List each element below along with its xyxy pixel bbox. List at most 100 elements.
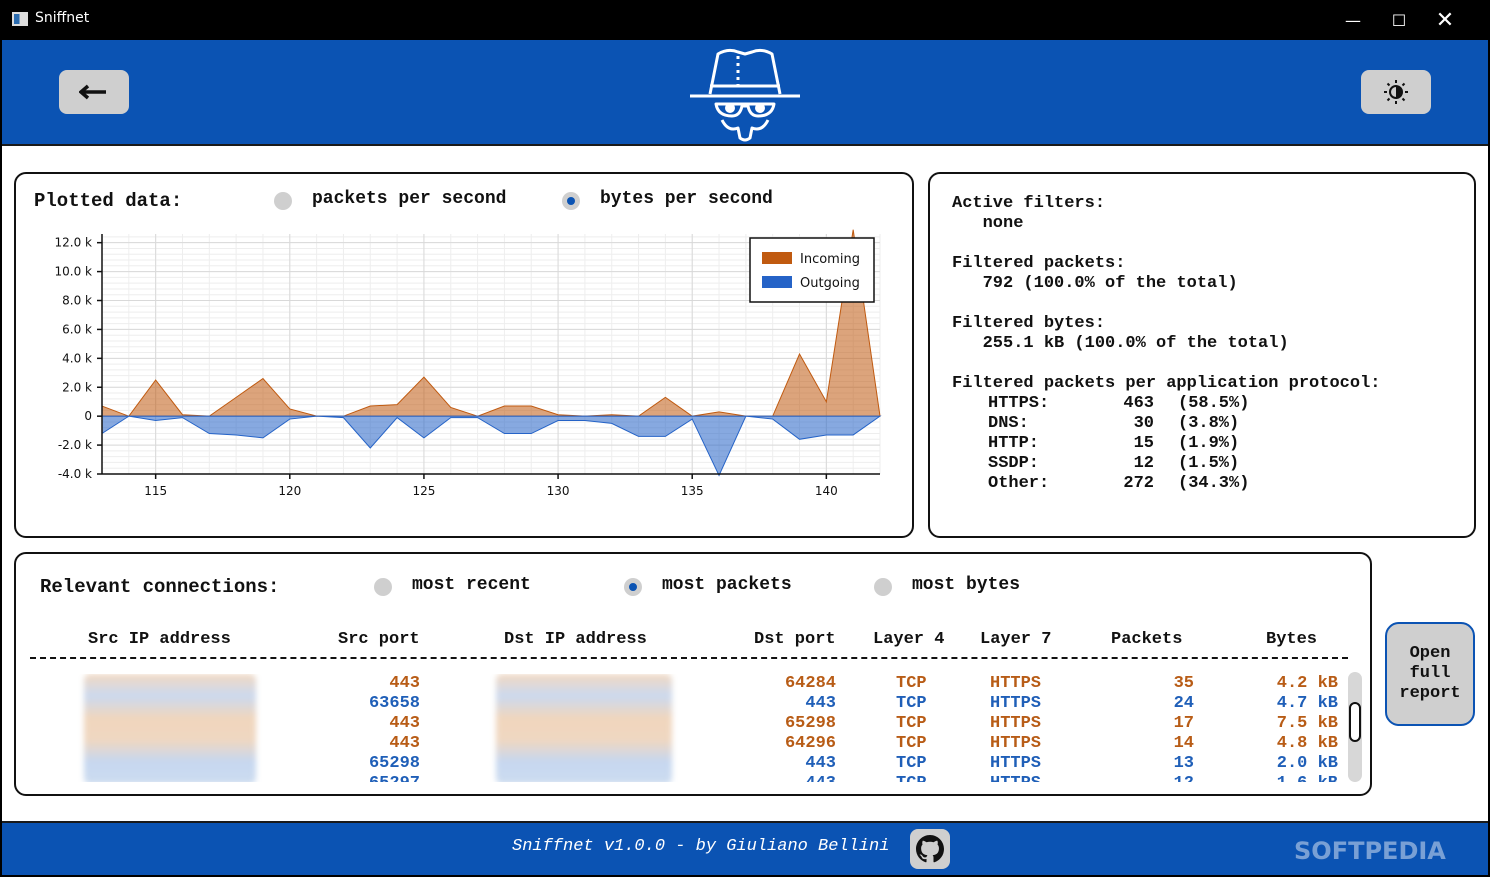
back-button[interactable] xyxy=(59,70,129,114)
protocol-percentage: (3.8%) xyxy=(1178,414,1240,433)
cell-bytes: 4.8 kB xyxy=(1276,734,1338,753)
y-tick-label: 0 xyxy=(84,409,92,423)
connections-table: 443 64284 TCP HTTPS 35 4.2 kB 63658 443 TCP HTTPS… xyxy=(16,674,1356,782)
protocol-count: 272 xyxy=(1123,474,1154,493)
active-filters-label: Active filters: xyxy=(952,194,1106,213)
filtered-bytes-label: Filtered bytes: xyxy=(952,314,1106,333)
protocol-name: HTTP: xyxy=(988,434,1040,453)
protocol-percentage: (1.5%) xyxy=(1178,454,1240,473)
cell-l4: TCP xyxy=(896,674,927,693)
legend-label: Outgoing xyxy=(800,276,860,291)
protocol-name: Other: xyxy=(988,474,1050,493)
cell-bytes: 4.2 kB xyxy=(1276,674,1338,693)
close-icon[interactable]: ✕ xyxy=(1435,7,1455,33)
active-filters-value: none xyxy=(982,214,1024,233)
most-bytes-label: most bytes xyxy=(912,575,1021,595)
x-tick-label: 115 xyxy=(144,484,167,498)
cell-l4: TCP xyxy=(896,774,927,782)
stats-panel: Active filters: none Filtered packets: 7… xyxy=(928,172,1476,538)
protocol-name: DNS: xyxy=(988,414,1029,433)
open-full-report-button[interactable]: Open full report xyxy=(1385,622,1475,726)
radio-most-bytes[interactable] xyxy=(874,578,892,596)
col-layer4: Layer 4 xyxy=(873,630,945,649)
radio-most-packets[interactable] xyxy=(624,578,642,596)
title-bar: Sniffnet — ☐ ✕ xyxy=(0,0,1490,40)
header-divider xyxy=(30,657,1348,659)
y-tick-label: 4.0 k xyxy=(62,351,92,365)
cell-bytes: 4.7 kB xyxy=(1276,694,1338,713)
cell-packets: 35 xyxy=(1173,674,1194,693)
footer-text: Sniffnet v1.0.0 - by Giuliano Bellini xyxy=(512,837,890,856)
radio-packets-per-second[interactable] xyxy=(274,192,292,210)
cell-dst-port: 65298 xyxy=(784,714,836,733)
redacted-src-ip xyxy=(84,674,256,782)
y-tick-label: 10.0 k xyxy=(55,265,93,279)
legend-box xyxy=(749,237,875,303)
x-tick-label: 130 xyxy=(547,484,570,498)
github-button[interactable] xyxy=(910,829,950,869)
cell-src-port: 443 xyxy=(389,734,420,753)
protocols-label: Filtered packets per application protoco… xyxy=(952,374,1381,393)
protocol-name: SSDP: xyxy=(988,454,1040,473)
protocol-count: 15 xyxy=(1133,434,1154,453)
cell-l7: HTTPS xyxy=(990,674,1042,693)
protocol-count: 463 xyxy=(1123,394,1154,413)
protocol-percentage: (58.5%) xyxy=(1178,394,1250,413)
header xyxy=(2,40,1488,146)
cell-dst-port: 64284 xyxy=(784,674,836,693)
theme-toggle-button[interactable] xyxy=(1361,70,1431,114)
cell-src-port: 65297 xyxy=(300,774,420,782)
legend-swatch xyxy=(762,276,792,288)
cell-src-port: 443 xyxy=(389,714,420,733)
filtered-packets-label: Filtered packets: xyxy=(952,254,1126,273)
protocol-count: 12 xyxy=(1133,454,1154,473)
github-icon xyxy=(916,835,944,863)
radio-most-recent[interactable] xyxy=(374,578,392,596)
col-dst-ip: Dst IP address xyxy=(504,630,647,649)
cell-packets: 24 xyxy=(1173,694,1194,713)
app-window: Plotted data: packets per second bytes p… xyxy=(2,40,1488,875)
traffic-chart: 12.0 k 10.0 k 8.0 k 6.0 k 4.0 k 2.0 k 0 -2.0 k -… xyxy=(55,229,882,498)
cell-src-port: 443 xyxy=(389,674,420,693)
cell-dst-port: 443 xyxy=(716,774,836,782)
plotted-data-label: Plotted data: xyxy=(34,190,183,212)
y-tick-label: 12.0 k xyxy=(55,236,93,250)
chart-panel: Plotted data: packets per second bytes p… xyxy=(14,172,914,538)
x-tick-label: 125 xyxy=(412,484,435,498)
col-dst-port: Dst port xyxy=(754,630,836,649)
window-title: Sniffnet xyxy=(35,10,90,26)
most-packets-label: most packets xyxy=(662,575,792,595)
maximize-icon[interactable]: ☐ xyxy=(1391,10,1407,30)
minimize-icon[interactable]: — xyxy=(1345,10,1361,30)
y-tick-label: -4.0 k xyxy=(58,467,92,481)
series-area-outgoing xyxy=(101,415,882,477)
cell-l7: HTTPS xyxy=(990,734,1042,753)
cell-src-port: 65298 xyxy=(368,754,420,773)
cell-dst-port: 443 xyxy=(805,694,836,713)
stats-block: Active filters: none Filtered packets: 7… xyxy=(952,194,1380,394)
cell-packets: 12 xyxy=(1074,774,1194,782)
cell-dst-port: 443 xyxy=(805,754,836,773)
x-tick-label: 135 xyxy=(681,484,704,498)
filtered-packets-value: 792 (100.0% of the total) xyxy=(982,274,1238,293)
app-icon xyxy=(12,12,28,26)
scrollbar-thumb[interactable] xyxy=(1349,702,1361,742)
protocol-name: HTTPS: xyxy=(988,394,1050,413)
cell-l4: TCP xyxy=(896,714,927,733)
cell-l4: TCP xyxy=(896,734,927,753)
cell-l7: HTTPS xyxy=(990,754,1042,773)
col-layer7: Layer 7 xyxy=(980,630,1052,649)
footer: Sniffnet v1.0.0 - by Giuliano Bellini SO… xyxy=(2,821,1488,875)
col-src-ip: Src IP address xyxy=(88,630,231,649)
radio-bytes-per-second[interactable] xyxy=(562,192,580,210)
col-packets: Packets xyxy=(1111,630,1183,649)
protocol-percentage: (1.9%) xyxy=(1178,434,1240,453)
y-tick-label: 6.0 k xyxy=(62,322,92,336)
table-scrollbar[interactable] xyxy=(1348,672,1362,782)
legend-label: Incoming xyxy=(800,252,860,267)
cell-packets: 14 xyxy=(1173,734,1194,753)
cell-l7: HTTPS xyxy=(990,774,1041,782)
cell-bytes: 2.0 kB xyxy=(1276,754,1338,773)
cell-packets: 13 xyxy=(1173,754,1194,773)
x-tick-label: 140 xyxy=(815,484,838,498)
